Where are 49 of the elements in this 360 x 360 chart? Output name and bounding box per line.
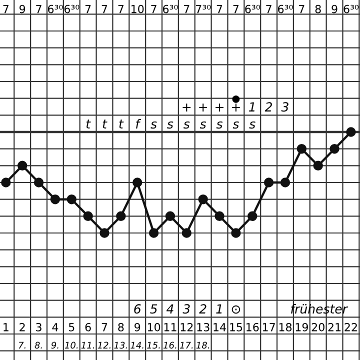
text: 7 9 7 6³⁰6³⁰ 7 7 7 10 7 6³⁰ 7 7³⁰ 7 7 6³⁰ 7 6³⁰ 7 8 9 6³⁰ — [3, 4, 359, 14]
point — [313, 160, 323, 170]
point — [100, 228, 110, 238]
point — [83, 211, 93, 221]
point — [330, 144, 340, 154]
x-tick-label: 22 — [344, 322, 357, 332]
x-tick-label: 21 — [328, 322, 341, 332]
x-tick-label: 7 — [102, 323, 108, 332]
x-tick-label: 8 — [118, 322, 124, 332]
text: 7. 8. 9. 10. 11. 12. 13. 14. 15. 16. 17. 18. — [18, 342, 210, 349]
point — [182, 228, 192, 238]
point — [34, 178, 44, 188]
text: 6 5 4 3 2 1 ⊙ — [134, 304, 240, 314]
x-tick-label: 20 — [312, 322, 324, 332]
text: t t t f s s s s s s s — [86, 118, 256, 129]
point — [165, 211, 176, 221]
x-tick-label: 12 — [180, 322, 193, 332]
point — [214, 211, 224, 221]
x-tick-label: 2 — [20, 322, 25, 332]
point — [50, 194, 60, 204]
point — [17, 160, 28, 170]
x-tick-label: 16 — [246, 322, 259, 332]
text: + + + + 1 2 3 — [182, 102, 288, 112]
x-tick-label: 9 — [134, 322, 140, 332]
point — [248, 211, 258, 221]
point — [66, 194, 76, 204]
x-tick-label: 13 — [197, 322, 210, 332]
x-tick-label: 4 — [52, 323, 58, 332]
point — [264, 178, 274, 188]
x-tick-label: 17 — [262, 323, 275, 332]
x-tick-label: 6 — [85, 322, 91, 332]
point — [132, 178, 142, 188]
x-tick-label: 15 — [230, 323, 242, 332]
x-tick-label: 19 — [296, 322, 308, 332]
x-tick-label: 14 — [214, 323, 226, 332]
x-tick-label: 3 — [36, 322, 42, 332]
x-tick-label: 11 — [164, 323, 176, 332]
point — [280, 178, 290, 188]
x-tick-label: 1 — [4, 323, 8, 332]
x-tick-label: 10 — [148, 322, 160, 332]
point — [231, 228, 241, 238]
point — [346, 127, 356, 137]
point — [116, 211, 126, 221]
x-tick-label: 5 — [68, 323, 74, 332]
point — [296, 144, 307, 154]
point — [1, 178, 11, 188]
x-tick-label: 18 — [279, 322, 292, 332]
point — [198, 194, 208, 204]
point — [148, 228, 159, 238]
